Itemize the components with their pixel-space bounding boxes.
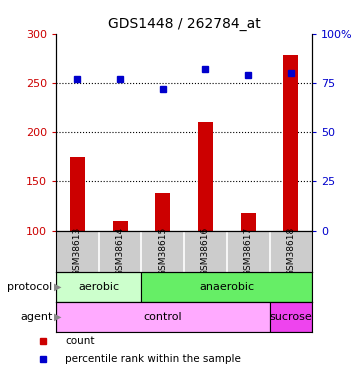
Text: aerobic: aerobic xyxy=(78,282,119,292)
Text: anaerobic: anaerobic xyxy=(199,282,255,292)
Bar xyxy=(198,122,213,231)
Text: GSM38618: GSM38618 xyxy=(286,226,295,276)
Bar xyxy=(113,221,127,231)
Text: GSM38617: GSM38617 xyxy=(244,226,253,276)
Text: ▶: ▶ xyxy=(54,282,62,292)
Text: GSM38613: GSM38613 xyxy=(73,226,82,276)
Text: ▶: ▶ xyxy=(54,312,62,322)
Text: GSM38615: GSM38615 xyxy=(158,226,167,276)
Title: GDS1448 / 262784_at: GDS1448 / 262784_at xyxy=(108,17,261,32)
Text: control: control xyxy=(143,312,182,322)
Text: GSM38614: GSM38614 xyxy=(116,226,125,276)
Bar xyxy=(70,157,85,231)
Bar xyxy=(142,272,312,302)
Bar xyxy=(270,302,312,332)
Text: agent: agent xyxy=(20,312,52,322)
Text: sucrose: sucrose xyxy=(270,312,312,322)
Bar xyxy=(155,193,170,231)
Text: count: count xyxy=(65,336,95,346)
Text: percentile rank within the sample: percentile rank within the sample xyxy=(65,354,241,364)
Bar xyxy=(56,272,142,302)
Text: GSM38616: GSM38616 xyxy=(201,226,210,276)
Bar xyxy=(241,213,256,231)
Text: protocol: protocol xyxy=(7,282,52,292)
Bar xyxy=(283,56,299,231)
Bar xyxy=(56,302,270,332)
